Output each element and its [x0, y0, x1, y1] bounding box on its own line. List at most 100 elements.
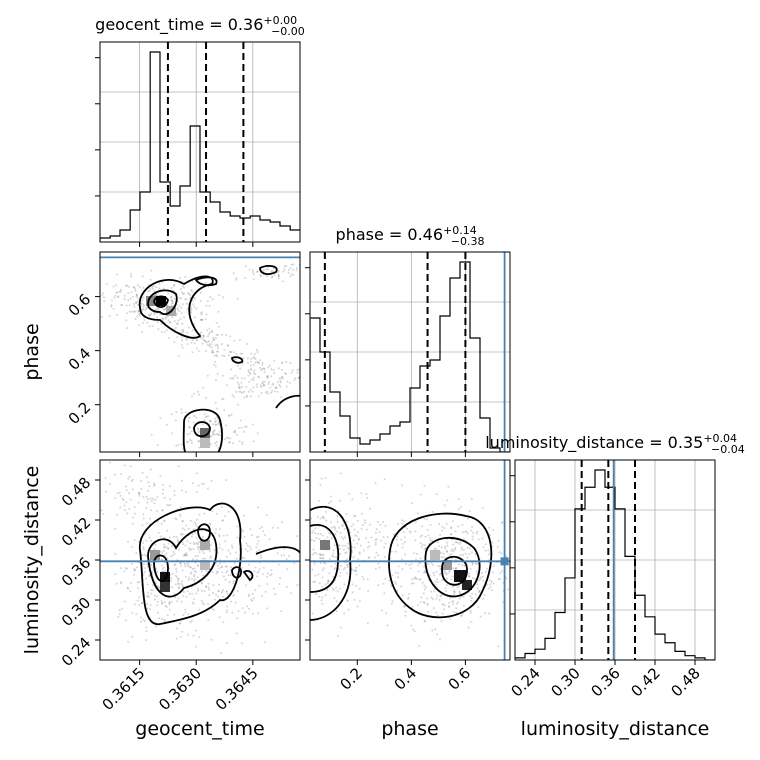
sample-point	[236, 536, 239, 539]
sample-point	[183, 553, 186, 556]
sample-point	[287, 608, 289, 610]
sample-points	[287, 472, 510, 648]
sample-point	[213, 363, 216, 366]
sample-point	[226, 344, 229, 347]
sample-point	[212, 423, 214, 426]
sample-point	[326, 536, 329, 539]
sample-point	[104, 476, 107, 479]
sample-point	[232, 582, 235, 585]
sample-point	[146, 595, 148, 598]
sample-point	[237, 610, 240, 613]
y-tick-label-luminosity_distance: 0.36	[58, 554, 94, 590]
sample-point	[149, 468, 152, 471]
sample-point	[191, 601, 194, 604]
sample-point	[332, 525, 335, 528]
sample-point	[214, 417, 217, 420]
sample-point	[276, 381, 279, 384]
sample-point	[146, 583, 149, 586]
sample-point	[180, 489, 183, 492]
sample-point	[460, 614, 463, 617]
sample-point	[401, 542, 404, 545]
sample-point	[200, 599, 203, 602]
sample-point	[225, 424, 228, 427]
sample-point	[268, 538, 271, 541]
sample-point	[251, 269, 254, 272]
sample-point	[335, 610, 338, 613]
sample-point	[210, 343, 213, 345]
sample-point	[326, 589, 329, 591]
sample-point	[168, 602, 171, 605]
sample-point	[478, 591, 481, 594]
x-axis-label-luminosity_distance: luminosity_distance	[521, 718, 710, 740]
sample-point	[489, 583, 492, 586]
sample-point	[131, 635, 134, 638]
sample-point	[202, 482, 205, 485]
sample-point	[184, 298, 187, 301]
sample-point	[351, 498, 354, 501]
sample-point	[191, 592, 194, 595]
sample-point	[471, 577, 474, 580]
sample-point	[273, 372, 276, 374]
sample-point	[217, 310, 220, 313]
sample-point	[361, 575, 364, 578]
sample-point	[246, 544, 249, 547]
sample-point	[445, 573, 448, 576]
sample-point	[204, 557, 207, 560]
sample-point	[181, 292, 184, 295]
sample-point	[325, 519, 328, 522]
sample-point	[197, 349, 200, 352]
sample-point	[471, 535, 474, 538]
sample-point	[313, 539, 316, 542]
sample-point	[181, 569, 184, 572]
sample-point	[222, 621, 225, 624]
sample-point	[153, 502, 156, 505]
sample-point	[195, 558, 198, 561]
sample-point	[489, 534, 491, 537]
sample-point	[361, 524, 364, 526]
sample-point	[358, 537, 361, 540]
sample-point	[221, 296, 224, 299]
sample-point	[187, 527, 190, 530]
sample-point	[173, 563, 176, 566]
sample-point	[267, 268, 270, 271]
sample-point	[332, 555, 335, 558]
sample-point	[171, 316, 174, 319]
sample-point	[199, 300, 202, 302]
sample-point	[475, 562, 478, 565]
sample-point	[125, 485, 128, 488]
sample-point	[164, 569, 167, 572]
sample-point	[173, 613, 176, 616]
sample-point	[161, 317, 164, 320]
sample-point	[417, 570, 420, 573]
frame-hist-geocent_time	[99, 41, 301, 243]
sample-point	[164, 316, 167, 319]
sample-point	[142, 308, 145, 311]
x-tick-label-geocent_time: 0.3645	[212, 664, 262, 714]
density-cell	[200, 540, 210, 550]
contour-edge	[255, 546, 300, 555]
sample-point	[490, 589, 493, 592]
sample-point	[156, 611, 159, 614]
y-tick-label-phase: 0.2	[65, 398, 95, 428]
sample-point	[251, 592, 254, 595]
sample-point	[171, 572, 174, 575]
sample-point	[206, 300, 209, 303]
sample-point	[217, 595, 220, 598]
sample-point	[191, 533, 194, 536]
sample-point	[204, 281, 207, 284]
sample-point	[270, 569, 273, 572]
sample-point	[171, 545, 173, 548]
sample-point	[437, 565, 440, 568]
sample-point	[338, 526, 340, 529]
sample-point	[279, 385, 282, 388]
sample-point	[114, 573, 117, 576]
sample-point	[247, 390, 250, 393]
sample-point	[246, 605, 249, 608]
sample-point	[468, 553, 471, 555]
sample-point	[262, 566, 265, 569]
sample-point	[138, 492, 141, 495]
sample-point	[475, 532, 478, 535]
sample-point	[160, 330, 163, 333]
sample-point	[151, 325, 154, 327]
sample-point	[111, 299, 113, 302]
